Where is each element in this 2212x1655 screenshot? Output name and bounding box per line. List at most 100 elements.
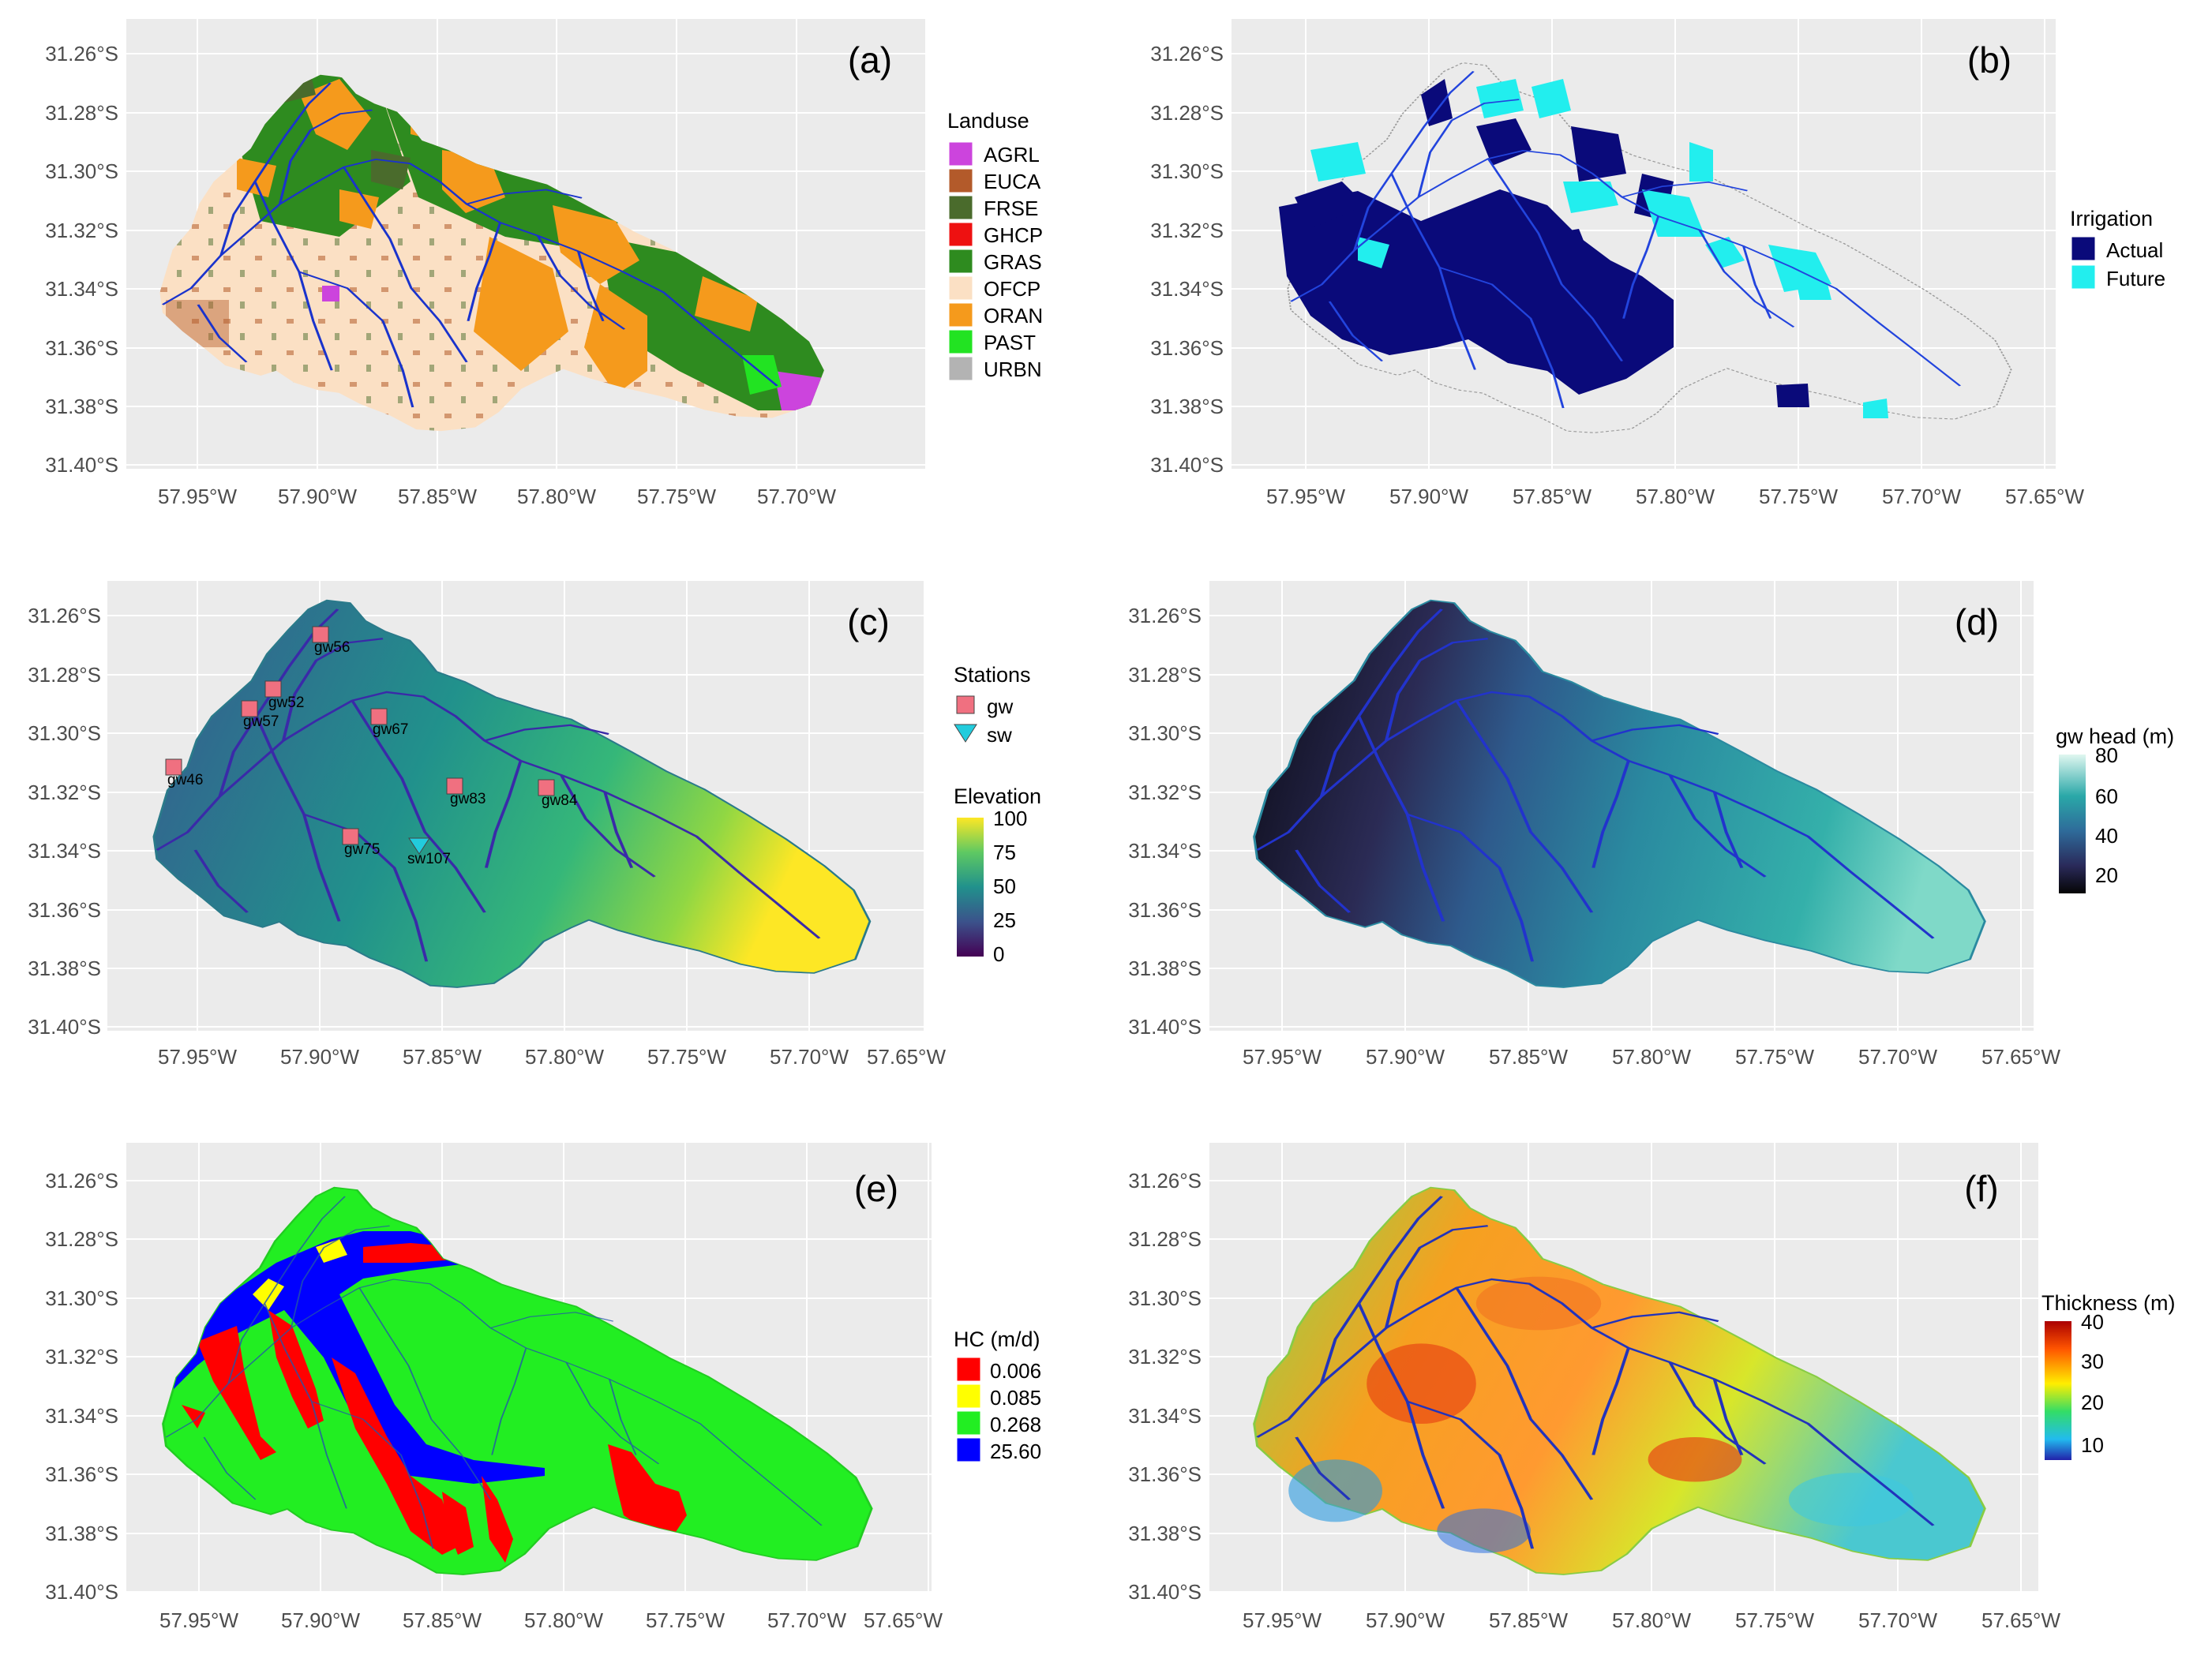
station-label: gw52 bbox=[268, 695, 304, 711]
x-tick-label: 57.90°W bbox=[278, 485, 357, 508]
legend-item: FRSE bbox=[948, 195, 1038, 220]
legend-label: OFCP bbox=[984, 277, 1040, 301]
legend-title: HC (m/d) bbox=[954, 1327, 1040, 1351]
y-tick-label: 31.36°S bbox=[1128, 898, 1202, 922]
x-tick-label: 57.75°W bbox=[1759, 485, 1838, 508]
x-tick-label: 57.85°W bbox=[1489, 1608, 1568, 1632]
y-tick-label: 31.38°S bbox=[1150, 395, 1224, 418]
y-tick-label: 31.28°S bbox=[28, 663, 101, 687]
legend-item: EUCA bbox=[948, 168, 1041, 193]
station-label: gw83 bbox=[450, 791, 486, 807]
legend-title: Landuse bbox=[947, 109, 1029, 133]
y-tick-label: 31.38°S bbox=[28, 957, 101, 980]
colorbar-thickness: Thickness (m) 40 30 20 10 bbox=[2041, 1291, 2176, 1460]
panel-label: (f) bbox=[1964, 1168, 1998, 1209]
x-tick-label: 57.70°W bbox=[1858, 1608, 1937, 1632]
x-tick-label: 57.70°W bbox=[757, 485, 836, 508]
station-marker: gw57 bbox=[241, 700, 279, 730]
legend-label: GHCP bbox=[984, 223, 1043, 247]
y-tick-label: 31.34°S bbox=[45, 277, 118, 301]
colorbar-tick: 40 bbox=[2095, 824, 2118, 848]
y-tick-label: 31.36°S bbox=[28, 898, 101, 922]
y-axis: 31.26°S 31.28°S 31.30°S 31.32°S 31.34°S … bbox=[45, 42, 118, 477]
y-tick-label: 31.38°S bbox=[1128, 957, 1202, 980]
panel-label: (c) bbox=[847, 601, 890, 642]
x-axis: 57.95°W 57.90°W 57.85°W 57.80°W 57.75°W … bbox=[158, 1045, 946, 1069]
station-label: gw57 bbox=[243, 713, 279, 730]
x-tick-label: 57.80°W bbox=[524, 1608, 603, 1632]
legend-title: Irrigation bbox=[2070, 207, 2153, 230]
legend-label: Actual bbox=[2106, 238, 2163, 262]
y-tick-label: 31.28°S bbox=[1128, 663, 1202, 687]
x-tick-label: 57.80°W bbox=[1612, 1045, 1691, 1069]
y-axis: 31.26°S 31.28°S 31.30°S 31.32°S 31.34°S … bbox=[45, 1169, 118, 1604]
y-tick-label: 31.40°S bbox=[45, 453, 118, 477]
legend-label: PAST bbox=[984, 331, 1036, 354]
station-marker: gw46 bbox=[165, 758, 203, 788]
x-tick-label: 57.85°W bbox=[398, 485, 477, 508]
colorbar-tick: 40 bbox=[2081, 1310, 2104, 1334]
y-tick-label: 31.36°S bbox=[45, 336, 118, 360]
legend-item: 0.006 bbox=[956, 1357, 1041, 1383]
x-tick-label: 57.95°W bbox=[1243, 1045, 1322, 1069]
station-label: sw107 bbox=[407, 851, 451, 867]
legend-item: 0.268 bbox=[956, 1410, 1041, 1436]
legend-label: FRSE bbox=[984, 197, 1038, 220]
y-tick-label: 31.32°S bbox=[1128, 1345, 1202, 1369]
legend-item: GRAS bbox=[948, 249, 1042, 274]
x-tick-label: 57.95°W bbox=[1243, 1608, 1322, 1632]
legend-label: EUCA bbox=[984, 170, 1041, 193]
legend-hc: HC (m/d) 0.006 0.085 0.268 25.60 bbox=[954, 1327, 1041, 1463]
legend-label: AGRL bbox=[984, 143, 1040, 167]
legend-item: sw bbox=[954, 723, 1012, 747]
legend-label: 0.006 bbox=[990, 1359, 1041, 1383]
panel-a: 31.26°S 31.28°S 31.30°S 31.32°S 31.34°S … bbox=[45, 19, 1043, 508]
legend-item: 25.60 bbox=[956, 1437, 1041, 1463]
x-tick-label: 57.70°W bbox=[1858, 1045, 1937, 1069]
legend-label: URBN bbox=[984, 358, 1042, 381]
station-marker: gw84 bbox=[538, 779, 578, 809]
colorbar-title: Elevation bbox=[954, 784, 1041, 808]
legend-label: 25.60 bbox=[990, 1440, 1041, 1463]
y-tick-label: 31.26°S bbox=[45, 42, 118, 66]
legend-item: 0.085 bbox=[956, 1384, 1041, 1410]
y-tick-label: 31.26°S bbox=[1150, 42, 1224, 66]
x-tick-label: 57.75°W bbox=[1735, 1608, 1814, 1632]
legend-item: PAST bbox=[948, 329, 1036, 354]
y-tick-label: 31.30°S bbox=[28, 721, 101, 745]
colorbar-tick: 75 bbox=[993, 841, 1016, 864]
station-marker: gw67 bbox=[370, 708, 408, 738]
y-tick-label: 31.32°S bbox=[45, 219, 118, 242]
station-label: gw46 bbox=[167, 772, 203, 788]
legend-item: OFCP bbox=[948, 275, 1040, 301]
colorbar-tick: 25 bbox=[993, 908, 1016, 932]
y-tick-label: 31.30°S bbox=[1128, 1286, 1202, 1310]
y-tick-label: 31.28°S bbox=[1150, 101, 1224, 125]
x-tick-label: 57.80°W bbox=[1612, 1608, 1691, 1632]
x-axis: 57.95°W 57.90°W 57.85°W 57.80°W 57.75°W … bbox=[159, 1608, 943, 1632]
station-marker: gw52 bbox=[264, 680, 304, 711]
y-tick-label: 31.36°S bbox=[45, 1462, 118, 1486]
legend-item: ORAN bbox=[948, 302, 1043, 328]
x-tick-label: 57.90°W bbox=[1366, 1608, 1445, 1632]
y-axis: 31.26°S 31.28°S 31.30°S 31.32°S 31.34°S … bbox=[1128, 1169, 1202, 1604]
x-tick-label: 57.65°W bbox=[2005, 485, 2084, 508]
legend-stations: Stations gw sw bbox=[954, 663, 1031, 747]
panel-d: 31.26°S 31.28°S 31.30°S 31.32°S 31.34°S … bbox=[1128, 581, 2174, 1069]
colorbar-tick: 20 bbox=[2081, 1391, 2104, 1414]
colorbar-tick: 10 bbox=[2081, 1433, 2104, 1457]
x-tick-label: 57.85°W bbox=[403, 1608, 482, 1632]
legend-item: GHCP bbox=[948, 222, 1043, 247]
x-tick-label: 57.65°W bbox=[867, 1045, 946, 1069]
y-tick-label: 31.38°S bbox=[1128, 1522, 1202, 1545]
colorbar-tick: 0 bbox=[993, 942, 1004, 966]
legend-item: gw bbox=[956, 695, 1013, 718]
x-tick-label: 57.75°W bbox=[1735, 1045, 1814, 1069]
legend-label: 0.085 bbox=[990, 1386, 1041, 1410]
x-tick-label: 57.80°W bbox=[525, 1045, 604, 1069]
y-tick-label: 31.30°S bbox=[1128, 721, 1202, 745]
panel-label: (e) bbox=[854, 1168, 898, 1209]
x-tick-label: 57.90°W bbox=[1389, 485, 1468, 508]
thickness-raster bbox=[1253, 1186, 1986, 1576]
y-tick-label: 31.34°S bbox=[45, 1404, 118, 1428]
